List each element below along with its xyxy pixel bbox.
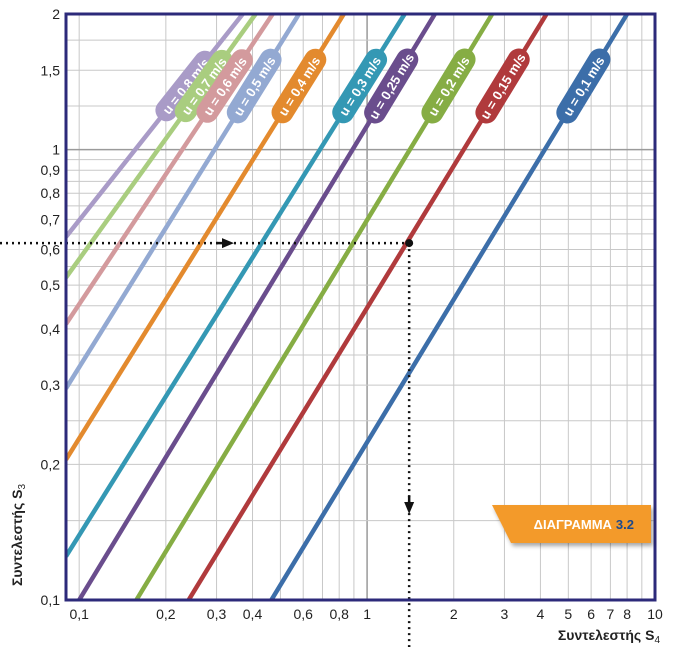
x-tick-label: 7 [607, 606, 615, 622]
y-tick-label: 0,1 [41, 592, 61, 608]
x-tick-label: 5 [564, 606, 572, 622]
y-tick-labels: 0,1 0,2 0,3 0,4 0,5 0,6 0,7 0,8 0,9 1 1,5 2 [41, 6, 61, 608]
x-tick-label: 1 [363, 606, 371, 622]
x-tick-label: 2 [450, 606, 458, 622]
series-label-pill [364, 48, 419, 124]
series-label-pill [556, 48, 611, 124]
x-tick-label: 10 [647, 606, 663, 622]
x-axis-title-sub: 4 [654, 635, 660, 646]
x-axis-title: Συντελεστής S4 [558, 627, 661, 646]
x-tick-label: 0,4 [243, 606, 263, 622]
y-axis-title-sub: 3 [17, 484, 28, 490]
y-tick-label: 0,3 [41, 377, 61, 393]
y-tick-label: 0,2 [41, 456, 61, 472]
diagram-badge: ΔΙΑΓΡΑΜΜΑ 3.2 [492, 505, 651, 543]
x-tick-label: 4 [537, 606, 545, 622]
x-tick-label: 0,8 [329, 606, 349, 622]
y-tick-label: 0,6 [41, 242, 61, 258]
series-label-pill [226, 48, 282, 124]
series-label-pill [332, 48, 388, 124]
y-tick-label: 0,4 [41, 321, 61, 337]
guides [0, 238, 415, 647]
x-tick-label: 3 [501, 606, 509, 622]
y-tick-label: 0,8 [41, 185, 61, 201]
series-label-pill [271, 48, 327, 124]
y-tick-label: 0,7 [41, 211, 61, 227]
x-tick-label: 0,3 [207, 606, 227, 622]
series-label-pill [421, 48, 476, 124]
series-label-pill [155, 50, 216, 122]
x-tick-labels: 0,1 0,2 0,3 0,4 0,6 0,8 1 2 3 4 5 6 7 8 10 [69, 606, 663, 622]
y-tick-label: 0,9 [41, 162, 61, 178]
y-axis-title: Συντελεστής S3 [9, 484, 28, 587]
badge-text: ΔΙΑΓΡΑΜΜΑ [534, 517, 613, 532]
plot-frame [64, 12, 657, 602]
series-label-pill [475, 48, 530, 124]
series-label-pill [196, 49, 253, 123]
y-axis-title-main: Συντελεστής S [9, 490, 25, 587]
series-label-pill [174, 49, 233, 123]
y-tick-label: 1 [52, 142, 60, 158]
guide-point [405, 239, 414, 248]
x-tick-label: 0,2 [156, 606, 176, 622]
y-tick-label: 1,5 [41, 62, 61, 78]
x-tick-label: 0,6 [293, 606, 313, 622]
x-tick-label: 6 [587, 606, 595, 622]
x-tick-label: 8 [623, 606, 631, 622]
badge-label: ΔΙΑΓΡΑΜΜΑ 3.2 [534, 517, 634, 532]
y-tick-label: 2 [52, 6, 60, 22]
x-tick-label: 0,1 [69, 606, 89, 622]
x-axis-title-main: Συντελεστής S [558, 627, 655, 643]
badge-number: 3.2 [616, 517, 634, 532]
y-tick-label: 0,5 [41, 277, 61, 293]
series-line [66, 14, 245, 239]
badge-shape [492, 505, 651, 543]
